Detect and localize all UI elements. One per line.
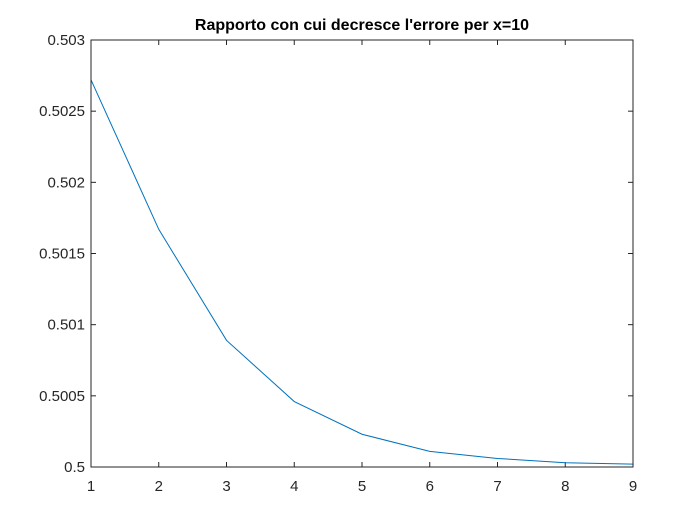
x-tick-label: 5 bbox=[358, 478, 366, 495]
y-tick-label: 0.501 bbox=[47, 317, 85, 334]
x-tick-label: 6 bbox=[426, 478, 434, 495]
y-tick-label: 0.503 bbox=[47, 32, 85, 49]
x-tick-label: 7 bbox=[493, 478, 501, 495]
x-tick-label: 2 bbox=[155, 478, 163, 495]
chart-title: Rapporto con cui decresce l'errore per x… bbox=[195, 17, 529, 34]
series-line bbox=[90, 79, 634, 465]
y-tick-label: 0.5005 bbox=[39, 388, 85, 405]
x-tick-label: 4 bbox=[290, 478, 298, 495]
plot-area bbox=[91, 40, 633, 467]
y-tick-label: 0.502 bbox=[47, 174, 85, 191]
y-tick-label: 0.5015 bbox=[39, 246, 85, 263]
y-tick-label: 0.5 bbox=[64, 459, 85, 476]
x-tick-label: 1 bbox=[87, 478, 95, 495]
x-tick-label: 9 bbox=[629, 478, 637, 495]
x-tick-label: 3 bbox=[222, 478, 230, 495]
axes-box bbox=[90, 39, 634, 468]
y-tick-label: 0.5025 bbox=[39, 103, 85, 120]
x-tick-label: 8 bbox=[561, 478, 569, 495]
series-group bbox=[90, 79, 634, 465]
axis-tick-labels: 1 2 3 4 5 6 7 8 9 0.5 0.5005 0.501 0.5015 0.502 0.5025… bbox=[39, 32, 637, 495]
